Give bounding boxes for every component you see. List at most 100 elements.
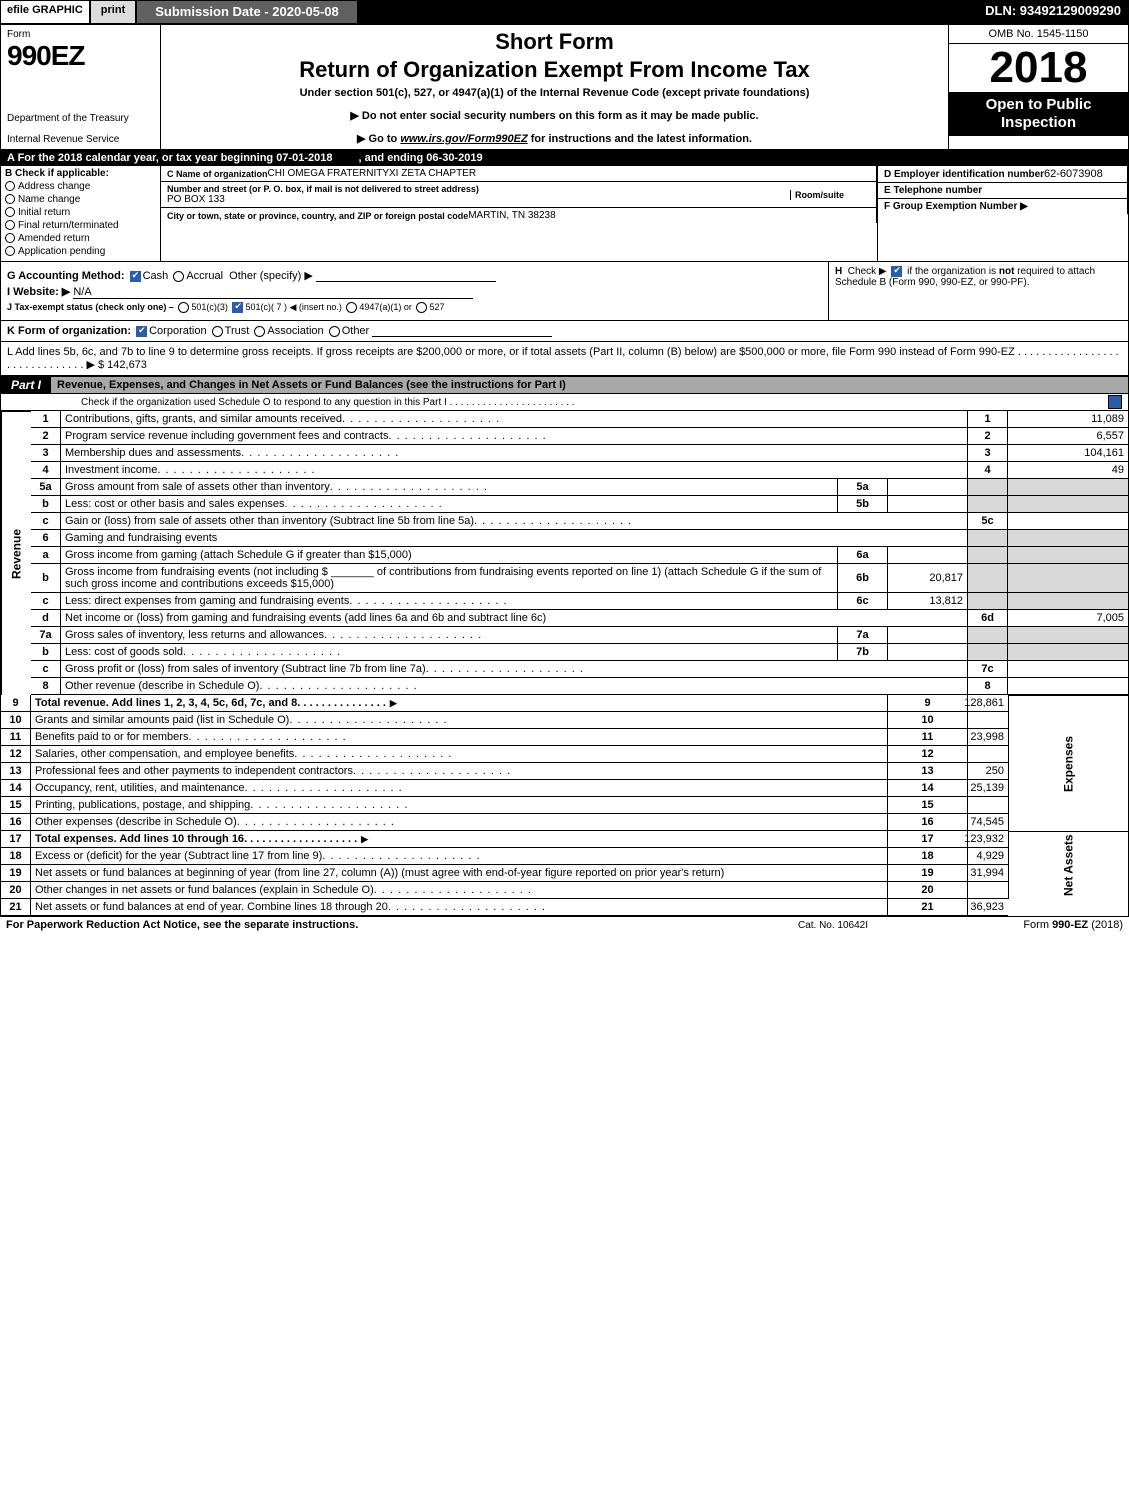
- f-label: F Group Exemption Number ▶: [884, 201, 1028, 212]
- l16-no: 16: [1, 814, 31, 831]
- irs-link[interactable]: www.irs.gov/Form990EZ: [400, 133, 527, 145]
- l15-desc: Printing, publications, postage, and shi…: [31, 797, 888, 814]
- l4-rn: 4: [968, 462, 1008, 479]
- l-value: 142,673: [107, 359, 147, 371]
- other-input[interactable]: [316, 270, 496, 282]
- chk-h[interactable]: [891, 266, 902, 277]
- chk-address-change[interactable]: Address change: [5, 181, 156, 192]
- k-label: K Form of organization:: [7, 325, 131, 337]
- part-i-label: Part I: [1, 376, 51, 394]
- l21-rn: 21: [888, 899, 968, 916]
- gi-left: G Accounting Method: Cash Accrual Other …: [1, 262, 828, 320]
- l16-rn: 16: [888, 814, 968, 831]
- l8-no: 8: [31, 678, 61, 695]
- chk-final-return[interactable]: Final return/terminated: [5, 220, 156, 231]
- j-label: J Tax-exempt status (check only one) –: [7, 302, 174, 312]
- line-l: L Add lines 5b, 6c, and 7b to line 9 to …: [7, 346, 1122, 371]
- chk-501c[interactable]: [232, 302, 243, 313]
- goto-post: for instructions and the latest informat…: [528, 133, 752, 145]
- title-return: Return of Organization Exempt From Incom…: [167, 57, 942, 83]
- l7b-mv: [888, 644, 968, 661]
- chk-label: Final return/terminated: [18, 220, 119, 231]
- website-value: N/A: [73, 286, 473, 299]
- chk-initial-return[interactable]: Initial return: [5, 207, 156, 218]
- line-j: J Tax-exempt status (check only one) – 5…: [7, 302, 822, 313]
- chk-trust[interactable]: [212, 326, 223, 337]
- l19-desc: Net assets or fund balances at beginning…: [31, 865, 888, 882]
- l4-val: 49: [1008, 462, 1128, 479]
- l6d-val: 7,005: [1008, 610, 1128, 627]
- l7a-desc: Gross sales of inventory, less returns a…: [61, 627, 838, 644]
- print-button[interactable]: print: [90, 0, 136, 24]
- l10-val: [968, 712, 1008, 729]
- dept-treasury: Department of the Treasury: [7, 113, 154, 124]
- chk-corporation[interactable]: [136, 326, 147, 337]
- l15-rn: 15: [888, 797, 968, 814]
- l5c-desc: Gain or (loss) from sale of assets other…: [61, 513, 968, 530]
- e-label: E Telephone number: [884, 185, 982, 196]
- l6b-desc: Gross income from fundraising events (no…: [61, 564, 838, 593]
- row-ghij: G Accounting Method: Cash Accrual Other …: [1, 262, 1128, 321]
- l3-no: 3: [31, 445, 61, 462]
- l13-val: 250: [968, 763, 1008, 780]
- l6-desc: Gaming and fundraising events: [61, 530, 968, 547]
- l6d-no: d: [31, 610, 61, 627]
- l20-no: 20: [1, 882, 31, 899]
- l14-no: 14: [1, 780, 31, 797]
- form-word: Form: [7, 29, 154, 40]
- l-text: L Add lines 5b, 6c, and 7b to line 9 to …: [7, 346, 1119, 371]
- chk-accrual[interactable]: [173, 271, 184, 282]
- part-i-header: Part I Revenue, Expenses, and Changes in…: [1, 376, 1128, 394]
- ein-value: 62-6073908: [1044, 168, 1103, 180]
- chk-label: Address change: [18, 181, 90, 192]
- l7a-sh2: [1008, 627, 1128, 644]
- ring-icon: [5, 220, 15, 230]
- chk-501c3[interactable]: [178, 302, 189, 313]
- col-def: D Employer identification number 62-6073…: [878, 166, 1128, 261]
- l14-val: 25,139: [968, 780, 1008, 797]
- form-header: Form 990EZ Department of the Treasury In…: [1, 25, 1128, 150]
- l7b-desc: Less: cost of goods sold: [61, 644, 838, 661]
- l5c-rn: 5c: [968, 513, 1008, 530]
- col-b-header: B Check if applicable:: [5, 168, 156, 179]
- dept-irs: Internal Revenue Service: [7, 134, 154, 145]
- header-right: OMB No. 1545-1150 2018 Open to Public In…: [948, 25, 1128, 149]
- l7b-mn: 7b: [838, 644, 888, 661]
- part-i-subtitle: Check if the organization used Schedule …: [1, 394, 1128, 411]
- col-b-check-applicable: B Check if applicable: Address change Na…: [1, 166, 161, 261]
- chk-application-pending[interactable]: Application pending: [5, 246, 156, 257]
- l12-desc: Salaries, other compensation, and employ…: [31, 746, 888, 763]
- chk-other-org[interactable]: [329, 326, 340, 337]
- l14-rn: 14: [888, 780, 968, 797]
- cell-city: City or town, state or province, country…: [161, 208, 877, 223]
- chk-cash[interactable]: [130, 271, 141, 282]
- l8-val: [1008, 678, 1128, 695]
- chk-527[interactable]: [416, 302, 427, 313]
- l15-val: [968, 797, 1008, 814]
- l5a-mn: 5a: [838, 479, 888, 496]
- cell-org-name: C Name of organization CHI OMEGA FRATERN…: [161, 166, 877, 182]
- l6a-desc: Gross income from gaming (attach Schedul…: [61, 547, 838, 564]
- l9-desc: Total revenue. Add lines 1, 2, 3, 4, 5c,…: [31, 695, 888, 712]
- chk-label: Amended return: [18, 233, 90, 244]
- room-label: Room/suite: [795, 190, 870, 200]
- chk-amended-return[interactable]: Amended return: [5, 233, 156, 244]
- chk-name-change[interactable]: Name change: [5, 194, 156, 205]
- l6b-sh: [968, 564, 1008, 593]
- lbl-501c3: 501(c)(3): [191, 302, 228, 312]
- other-org-input[interactable]: [372, 325, 552, 337]
- lbl-assoc: Association: [267, 325, 323, 337]
- l1-val: 11,089: [1008, 411, 1128, 428]
- chk-association[interactable]: [254, 326, 265, 337]
- line-k: K Form of organization: Corporation Trus…: [7, 325, 1122, 337]
- l1-desc: Contributions, gifts, grants, and simila…: [61, 411, 968, 428]
- header-left: Form 990EZ Department of the Treasury In…: [1, 25, 161, 149]
- l6b-mn: 6b: [838, 564, 888, 593]
- l7a-mn: 7a: [838, 627, 888, 644]
- warning-ssn: ▶ Do not enter social security numbers o…: [167, 109, 942, 122]
- cell-phone: E Telephone number: [878, 183, 1128, 199]
- lbl-trust: Trust: [225, 325, 250, 337]
- chk-schedule-o[interactable]: [1108, 395, 1122, 409]
- chk-4947[interactable]: [346, 302, 357, 313]
- l7b-sh2: [1008, 644, 1128, 661]
